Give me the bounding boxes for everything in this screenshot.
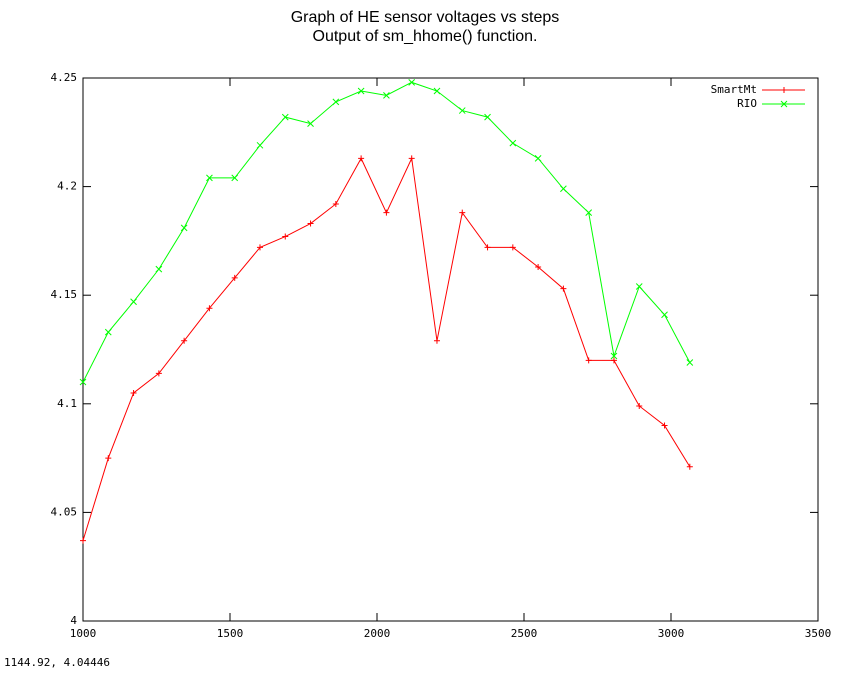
point bbox=[610, 352, 618, 360]
point bbox=[458, 107, 466, 114]
y-tick-label: 4.25 bbox=[51, 71, 78, 84]
point bbox=[80, 537, 86, 544]
x-tick-label: 3000 bbox=[658, 627, 685, 640]
legend-label: RIO bbox=[737, 97, 757, 110]
point bbox=[105, 455, 112, 462]
point bbox=[686, 463, 693, 470]
point bbox=[357, 87, 365, 95]
x-tick-label: 1500 bbox=[217, 627, 244, 640]
point bbox=[282, 233, 289, 240]
legend-marker bbox=[781, 87, 787, 93]
point bbox=[635, 283, 643, 290]
x-tick-label: 2500 bbox=[511, 627, 538, 640]
point bbox=[383, 92, 390, 99]
point bbox=[560, 285, 567, 292]
legend-marker bbox=[780, 100, 788, 108]
point bbox=[180, 224, 188, 232]
x-tick-label: 2000 bbox=[364, 627, 391, 640]
point bbox=[509, 139, 517, 147]
point bbox=[231, 274, 238, 281]
point bbox=[433, 337, 440, 344]
point bbox=[509, 244, 516, 251]
point bbox=[560, 185, 567, 193]
point bbox=[408, 155, 415, 162]
chart-subtitle: Output of sm_hhome() function. bbox=[313, 28, 538, 45]
point bbox=[358, 155, 365, 162]
point bbox=[130, 389, 137, 396]
point bbox=[661, 422, 668, 429]
point bbox=[383, 209, 390, 216]
point bbox=[130, 298, 137, 306]
y-tick-label: 4.05 bbox=[51, 505, 78, 518]
point bbox=[585, 209, 593, 217]
series-line bbox=[82, 156, 691, 541]
point bbox=[408, 78, 416, 86]
point bbox=[206, 174, 213, 182]
point bbox=[332, 98, 340, 106]
point bbox=[332, 200, 339, 207]
point bbox=[433, 87, 441, 95]
point bbox=[686, 359, 694, 366]
x-tick-label: 3500 bbox=[805, 627, 832, 640]
point bbox=[231, 174, 239, 182]
point bbox=[206, 305, 213, 312]
point bbox=[307, 220, 314, 227]
point bbox=[256, 244, 263, 251]
series-line bbox=[82, 81, 691, 383]
x-tick-label: 1000 bbox=[70, 627, 97, 640]
y-tick-label: 4 bbox=[70, 614, 77, 627]
point bbox=[484, 113, 491, 121]
cursor-coordinates: 1144.92, 4.04446 bbox=[4, 656, 110, 669]
y-tick-label: 4.2 bbox=[57, 180, 77, 193]
point bbox=[155, 370, 162, 377]
point bbox=[585, 357, 592, 364]
point bbox=[104, 328, 112, 336]
point bbox=[459, 209, 466, 216]
point bbox=[535, 263, 542, 270]
chart-title: Graph of HE sensor voltages vs steps bbox=[291, 9, 560, 26]
point bbox=[610, 357, 617, 364]
point bbox=[256, 141, 264, 149]
point bbox=[307, 120, 314, 127]
point bbox=[661, 311, 668, 319]
point bbox=[636, 402, 643, 409]
point bbox=[534, 155, 542, 162]
y-tick-label: 4.1 bbox=[57, 397, 77, 410]
point bbox=[155, 265, 163, 273]
point bbox=[484, 244, 491, 251]
point bbox=[281, 113, 289, 121]
point bbox=[79, 378, 87, 386]
y-tick-label: 4.15 bbox=[51, 288, 78, 301]
plot-frame bbox=[82, 77, 819, 622]
legend-label: SmartMt bbox=[711, 83, 757, 96]
point bbox=[181, 337, 188, 344]
